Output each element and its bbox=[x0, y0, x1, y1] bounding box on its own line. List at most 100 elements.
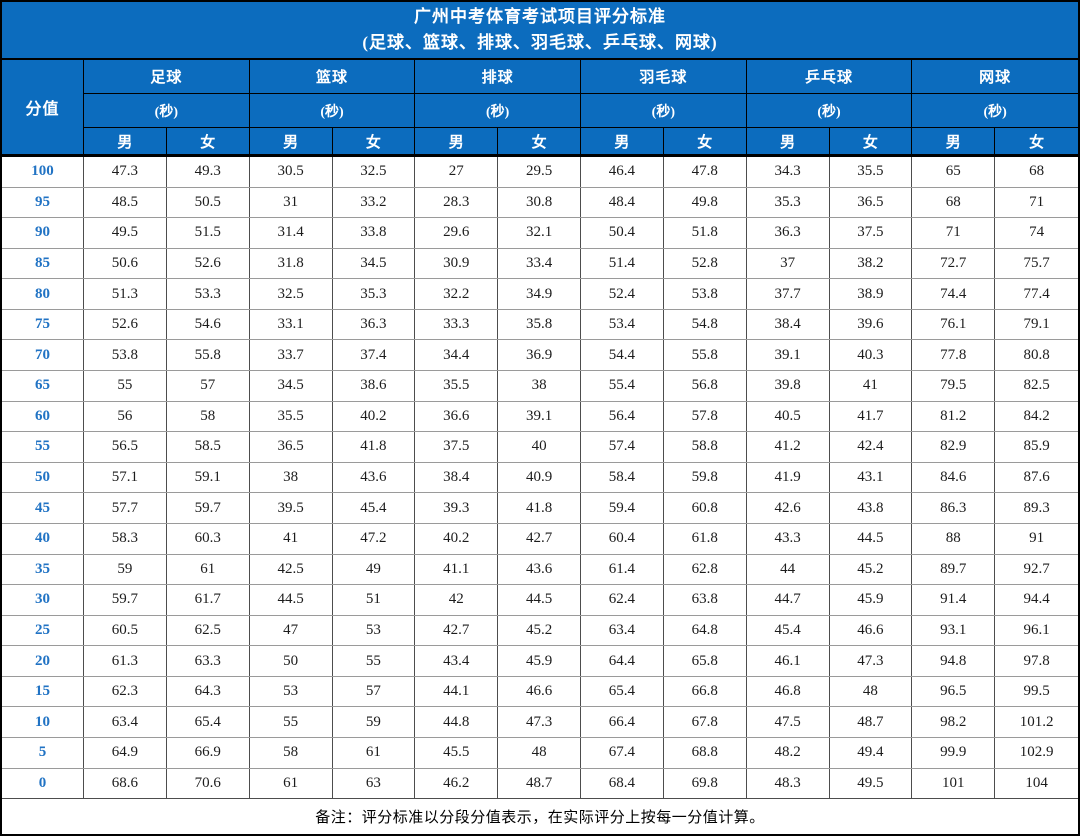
value-cell: 89.3 bbox=[1023, 499, 1050, 516]
page-subtitle: (足球、篮球、排球、羽毛球、乒乓球、网球) bbox=[362, 33, 718, 52]
value-cell: 98.2 bbox=[912, 707, 996, 737]
value-cell: 40.5 bbox=[747, 401, 830, 432]
table-row: 90 49.5 51.5 31.4 33.8 29.6 32.1 50.4 51.8 36.3 37… bbox=[2, 217, 1078, 248]
unit-header: (秒) bbox=[415, 94, 581, 128]
table-row: 10 63.4 65.4 55 59 44.8 47.3 66.4 67.8 47.5 48.7 98… bbox=[2, 706, 1078, 737]
value-cell: 35.5 bbox=[250, 401, 333, 432]
value-cell: 42.7 bbox=[415, 615, 499, 646]
group-header: 羽毛球 bbox=[581, 60, 747, 94]
value-cell: 49.4 bbox=[830, 737, 913, 768]
table-row: 5 64.9 66.9 58 61 45.5 48 67.4 68.8 48.2 49.4 99.9 1… bbox=[2, 736, 1078, 768]
table-row: 75 52.6 54.6 33.1 36.3 33.3 35.8 53.4 54.8 38.4 39… bbox=[2, 308, 1078, 340]
table-body: 100 47.3 49.3 30.5 32.5 27 29.5 46.4 47.8 34.3 35.… bbox=[2, 157, 1078, 799]
value-cell: 34.3 bbox=[747, 157, 830, 187]
value-cell: 53.8 bbox=[84, 340, 167, 371]
value-cell: 87.6 bbox=[1023, 469, 1050, 486]
value-cell: 43.4 bbox=[415, 646, 499, 676]
value-cell: 27 bbox=[415, 157, 499, 187]
value-cell: 62.4 bbox=[581, 585, 664, 615]
value-cell: 61 bbox=[250, 768, 333, 799]
value-cell: 49.8 bbox=[664, 187, 747, 218]
value-cell: 63.4 bbox=[581, 615, 664, 646]
value-cell: 54.8 bbox=[664, 309, 747, 340]
score-cell: 35 bbox=[2, 554, 84, 585]
value-cell: 51 bbox=[333, 585, 416, 615]
value-cell: 49.5 bbox=[84, 218, 167, 248]
value-cell: 89.7 bbox=[912, 554, 996, 585]
value-cell: 57.8 bbox=[664, 401, 747, 432]
value-cell: 41.2 bbox=[747, 432, 830, 462]
value-cell: 71 bbox=[912, 218, 996, 248]
value-cell: 29.6 bbox=[415, 218, 499, 248]
female-header: 女 bbox=[167, 128, 250, 154]
value-cell: 40.9 bbox=[498, 462, 581, 493]
value-cell: 47.5 bbox=[747, 707, 830, 737]
value-cell: 32.2 bbox=[415, 279, 499, 309]
value-cell: 34.5 bbox=[333, 248, 416, 279]
note-text: 备注：评分标准以分段分值表示，在实际评分上按每一分值计算。 bbox=[315, 810, 765, 826]
value-cell: 50.4 bbox=[581, 218, 664, 248]
table-row: 100 47.3 49.3 30.5 32.5 27 29.5 46.4 47.8 34.3 35.… bbox=[2, 157, 1078, 187]
value-cell: 39.5 bbox=[250, 493, 333, 523]
value-cell: 37 bbox=[747, 248, 830, 279]
value-cell: 62.5 bbox=[167, 615, 250, 646]
value-cell: 46.4 bbox=[581, 157, 664, 187]
value-cell: 34.4 bbox=[415, 340, 499, 371]
value-cell: 35.5 bbox=[830, 157, 913, 187]
score-cell: 70 bbox=[2, 340, 84, 371]
value-cell: 33.7 bbox=[250, 340, 333, 371]
value-cell: 48.4 bbox=[581, 187, 664, 218]
score-cell: 25 bbox=[2, 615, 84, 646]
score-cell: 55 bbox=[2, 432, 84, 462]
value-cell: 48 bbox=[498, 737, 581, 768]
value-cell: 65.4 bbox=[167, 707, 250, 737]
value-cell: 51.5 bbox=[167, 218, 250, 248]
value-cell: 46.6 bbox=[830, 615, 913, 646]
value-cell: 48.2 bbox=[747, 737, 830, 768]
value-cell: 92.7 bbox=[1023, 560, 1050, 577]
score-cell: 10 bbox=[2, 707, 84, 737]
value-cell: 61.4 bbox=[581, 554, 664, 585]
value-cell: 39.1 bbox=[498, 401, 581, 432]
value-cell: 30.5 bbox=[250, 157, 333, 187]
value-cell: 62.8 bbox=[664, 554, 747, 585]
value-cell: 94.8 bbox=[912, 646, 996, 676]
male-header: 男 bbox=[84, 128, 167, 154]
table-row: 0 68.6 70.6 61 63 46.2 48.7 68.4 69.8 48.3 49.5 101… bbox=[2, 767, 1078, 799]
value-cell: 84.6 bbox=[912, 462, 996, 493]
value-cell: 44.5 bbox=[498, 585, 581, 615]
value-cell: 56 bbox=[84, 401, 167, 432]
value-cell: 40.2 bbox=[415, 523, 499, 554]
table-row: 55 56.5 58.5 36.5 41.8 37.5 40 57.4 58.8 41.2 42.4… bbox=[2, 431, 1078, 462]
score-cell: 75 bbox=[2, 309, 84, 340]
score-cell: 20 bbox=[2, 646, 84, 676]
value-cell: 41.9 bbox=[747, 462, 830, 493]
value-cell: 45.5 bbox=[415, 737, 499, 768]
value-cell: 36.5 bbox=[250, 432, 333, 462]
table-row: 95 48.5 50.5 31 33.2 28.3 30.8 48.4 49.8 35.3 36.5… bbox=[2, 186, 1078, 218]
value-cell: 45.9 bbox=[498, 646, 581, 676]
table-row: 45 57.7 59.7 39.5 45.4 39.3 41.8 59.4 60.8 42.6 43… bbox=[2, 492, 1078, 523]
value-cell: 30.9 bbox=[415, 248, 499, 279]
unit-header: (秒) bbox=[84, 94, 250, 128]
value-cell: 46.6 bbox=[498, 676, 581, 707]
value-cell: 66.8 bbox=[664, 676, 747, 707]
value-cell: 47.2 bbox=[333, 523, 416, 554]
value-cell: 48.7 bbox=[830, 707, 913, 737]
score-cell: 65 bbox=[2, 371, 84, 401]
value-cell: 47 bbox=[250, 615, 333, 646]
value-cell: 59.1 bbox=[167, 462, 250, 493]
value-cell: 57 bbox=[167, 371, 250, 401]
value-cell: 48.7 bbox=[498, 768, 581, 799]
value-cell: 31.4 bbox=[250, 218, 333, 248]
value-cell: 57 bbox=[333, 676, 416, 707]
value-cell: 94.4 bbox=[1023, 591, 1050, 608]
value-cell: 64.9 bbox=[84, 737, 167, 768]
value-cell: 30.8 bbox=[498, 187, 581, 218]
value-cell: 46.1 bbox=[747, 646, 830, 676]
unit-header: (秒) bbox=[581, 94, 747, 128]
value-cell: 74 bbox=[1029, 224, 1045, 241]
value-cell: 37.7 bbox=[747, 279, 830, 309]
value-cell: 55 bbox=[333, 646, 416, 676]
value-cell: 34.9 bbox=[498, 279, 581, 309]
